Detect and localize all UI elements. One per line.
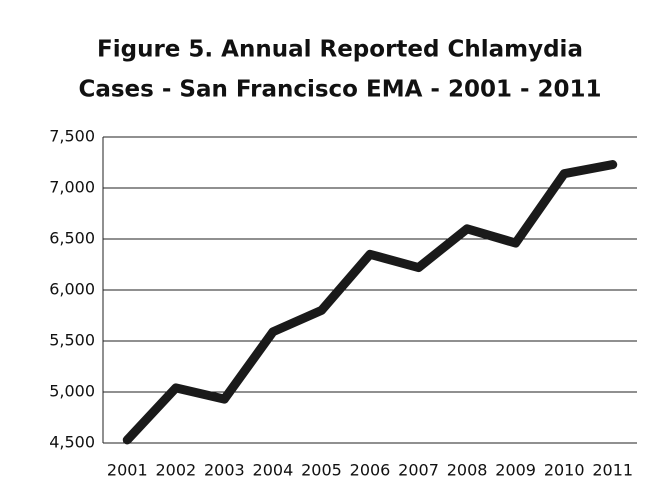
chart-title: Cases - San Francisco EMA - 2001 - 2011 <box>78 77 601 103</box>
x-tick-label: 2007 <box>398 461 439 480</box>
y-tick-label: 6,000 <box>49 280 95 299</box>
y-tick-label: 5,000 <box>49 382 95 401</box>
x-tick-label: 2005 <box>301 461 342 480</box>
x-tick-label: 2009 <box>495 461 536 480</box>
y-tick-label: 7,500 <box>49 127 95 146</box>
x-tick-label: 2002 <box>155 461 196 480</box>
x-tick-label: 2004 <box>253 461 294 480</box>
y-tick-label: 6,500 <box>49 229 95 248</box>
y-tick-label: 4,500 <box>49 433 95 452</box>
y-tick-label: 5,500 <box>49 331 95 350</box>
x-tick-label: 2001 <box>107 461 148 480</box>
x-tick-label: 2006 <box>350 461 391 480</box>
data-line <box>122 160 618 445</box>
y-tick-label: 7,000 <box>49 178 95 197</box>
x-tick-label: 2003 <box>204 461 245 480</box>
x-tick-label: 2010 <box>544 461 585 480</box>
x-tick-label: 2008 <box>447 461 488 480</box>
chart-title: Figure 5. Annual Reported Chlamydia <box>97 37 583 63</box>
x-tick-label: 2011 <box>592 461 633 480</box>
